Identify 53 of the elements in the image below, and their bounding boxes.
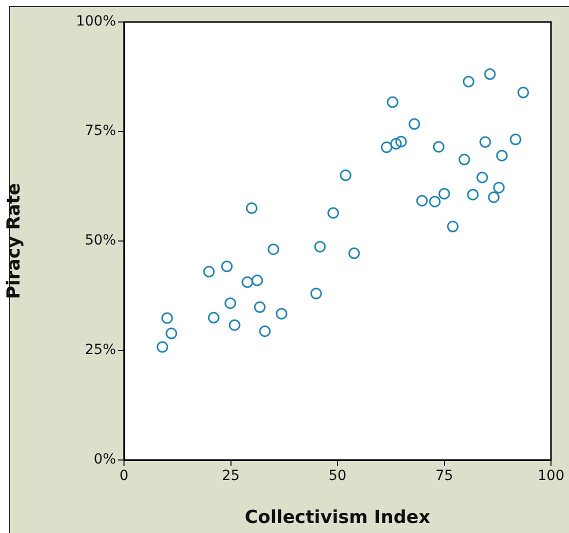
- point: [340, 170, 352, 182]
- point: [462, 76, 474, 88]
- point: [447, 220, 459, 232]
- point: [458, 154, 470, 166]
- y-tick-label: 75%: [84, 123, 116, 140]
- point: [242, 276, 254, 288]
- point: [208, 312, 220, 324]
- x-tick-label: 75: [435, 468, 454, 484]
- y-axis-title: Piracy Rate: [3, 183, 24, 299]
- y-tick-label: 100%: [76, 14, 116, 30]
- point: [259, 325, 271, 337]
- x-tick-label: 25: [222, 468, 240, 484]
- point: [416, 194, 428, 206]
- x-axis-title: Collectivism Index: [244, 506, 431, 528]
- point: [386, 96, 398, 108]
- point: [429, 196, 441, 208]
- point: [314, 240, 326, 252]
- point: [380, 142, 392, 154]
- point: [327, 207, 339, 219]
- y-tick-label: 50%: [84, 232, 116, 249]
- point: [246, 202, 258, 214]
- point: [390, 138, 402, 150]
- y-tick-label: 0%: [94, 452, 116, 468]
- point: [254, 301, 266, 313]
- point: [408, 118, 420, 130]
- point: [221, 260, 233, 272]
- point: [517, 86, 529, 98]
- point: [484, 68, 496, 80]
- point: [268, 244, 280, 256]
- point: [348, 248, 360, 260]
- point: [488, 191, 500, 203]
- point: [395, 136, 407, 148]
- y-tick-label: 25%: [84, 342, 116, 358]
- x-tick-label: 0: [120, 468, 128, 484]
- point: [228, 319, 240, 331]
- point: [493, 182, 505, 194]
- point: [276, 308, 288, 320]
- point: [156, 341, 168, 353]
- point: [438, 188, 450, 200]
- x-tick-label: 100: [538, 468, 564, 484]
- point: [310, 288, 322, 300]
- point: [479, 136, 491, 148]
- x-tick-label: 50: [328, 468, 346, 484]
- point: [166, 328, 178, 340]
- point: [251, 274, 263, 286]
- point: [432, 141, 444, 153]
- point: [467, 188, 479, 200]
- point: [496, 150, 508, 162]
- point: [203, 266, 215, 278]
- point: [476, 172, 488, 184]
- point: [161, 312, 173, 324]
- point: [224, 297, 236, 309]
- point: [510, 134, 522, 146]
